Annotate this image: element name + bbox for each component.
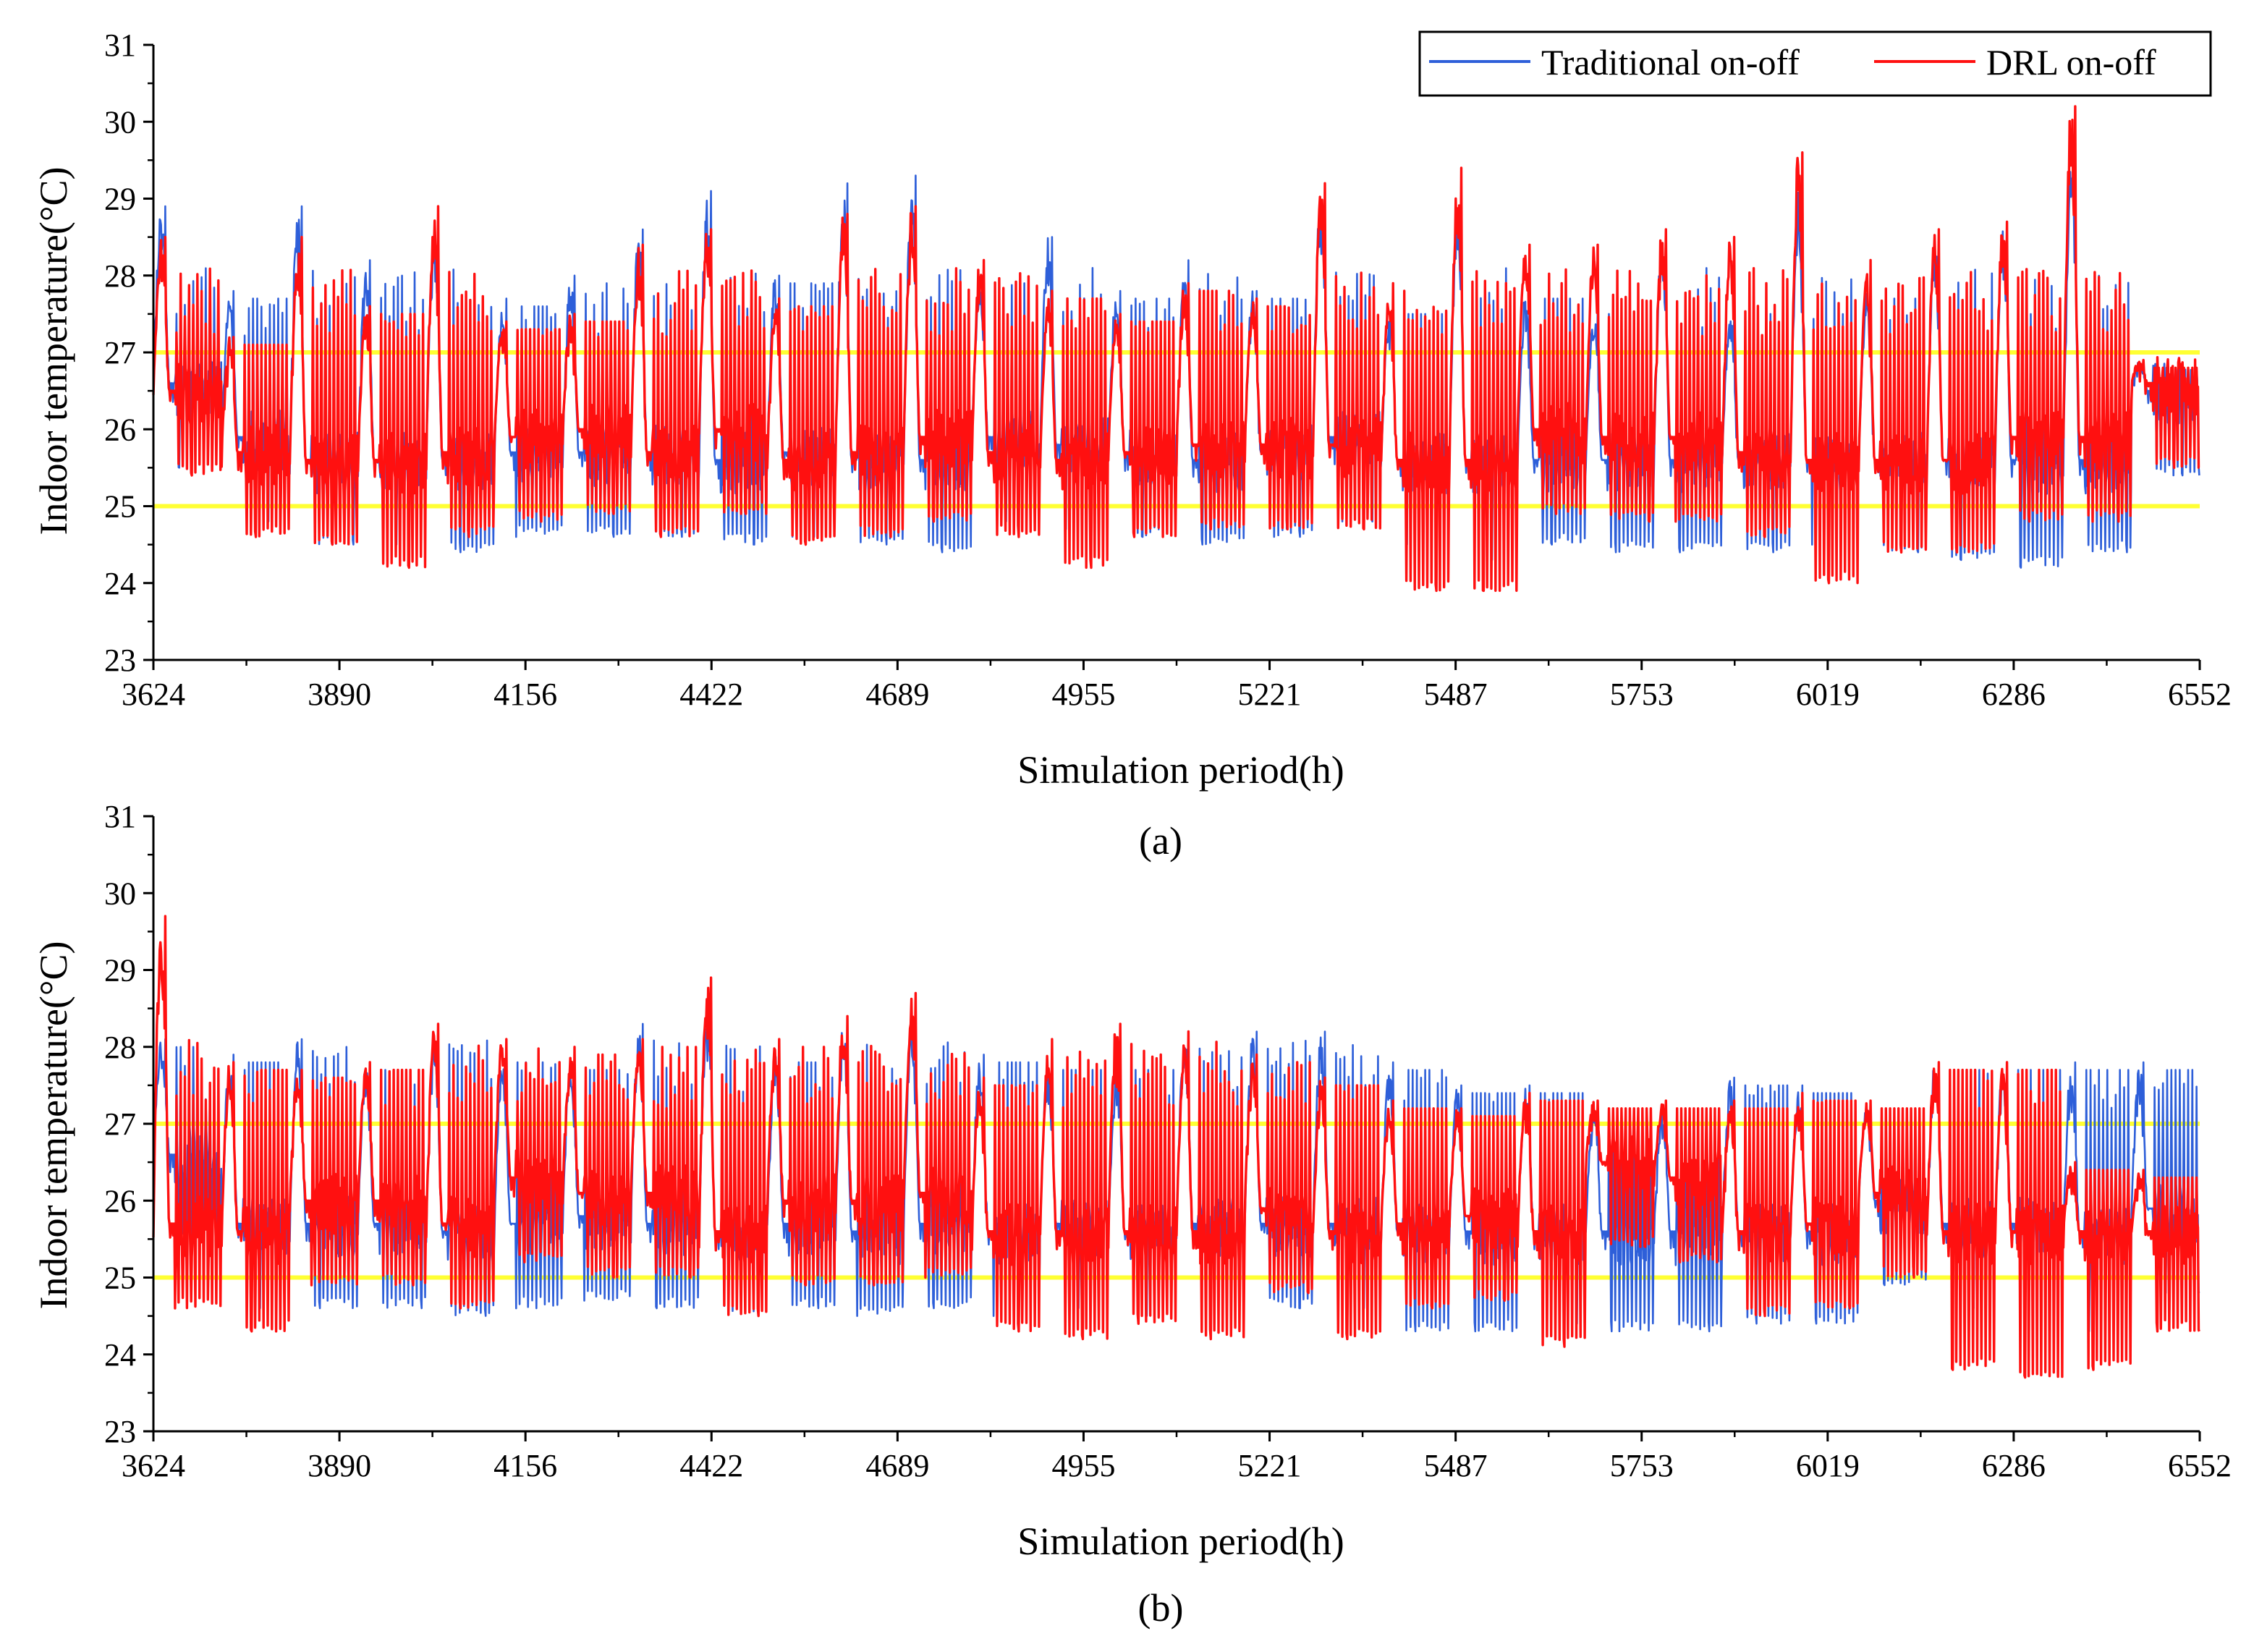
- panel-a-series-drl-on-off: [152, 105, 2200, 593]
- legend-drl-label: DRL on-off: [1986, 42, 2156, 82]
- panel-b-axes: 23 24 25 26 27 28 29 30 31 3624 3890 4156 4422 4689 49…: [104, 799, 2232, 1483]
- panel-b-y-tick-label: 23: [104, 1414, 136, 1449]
- panel-a-y-tick-label: 24: [104, 566, 136, 601]
- panel-b-x-tick-label: 5221: [1238, 1448, 1302, 1483]
- legend-box: [1418, 30, 2212, 97]
- panel-b-y-tick-label: 28: [104, 1030, 136, 1065]
- panel-a-x-tick-label: 5487: [1424, 677, 1488, 712]
- panel-a-y-axis-label: Indoor temperature(°C): [32, 167, 75, 535]
- panel-b-y-tick-label: 24: [104, 1337, 136, 1373]
- panel-b-y-tick-label: 31: [104, 799, 136, 834]
- panel-a-plot-area: [152, 105, 2200, 593]
- panel-a-x-tick-label: 4689: [865, 677, 929, 712]
- panel-b: 23 24 25 26 27 28 29 30 31 3624 3890 4156 4422 4689 49…: [32, 799, 2232, 1630]
- panel-a-y-tick-label: 28: [104, 258, 136, 294]
- panel-b-x-tick-label: 4422: [679, 1448, 743, 1483]
- panel-a-x-tick-label: 5221: [1238, 677, 1302, 712]
- panel-b-series-drl-on-off: [152, 915, 2200, 1379]
- panel-a-x-tick-label: 4156: [493, 677, 557, 712]
- panel-b-y-tick-label: 26: [104, 1183, 136, 1219]
- panel-a-x-tick-label: 4422: [679, 677, 743, 712]
- panel-a-x-tick-label: 4955: [1051, 677, 1115, 712]
- panel-b-x-tick-label: 3624: [122, 1448, 185, 1483]
- panel-b-x-tick-label: 5487: [1424, 1448, 1488, 1483]
- panel-a-y-tick-label: 29: [104, 182, 136, 217]
- panel-a-x-tick-label: 6019: [1796, 677, 1860, 712]
- panel-a-caption: (a): [1139, 819, 1182, 863]
- panel-b-caption: (b): [1138, 1586, 1184, 1630]
- panel-b-plot-area: [152, 915, 2200, 1379]
- panel-a-y-tick-label: 23: [104, 643, 136, 678]
- legend: Traditional on-off DRL on-off: [1418, 30, 2212, 97]
- panel-a-x-tick-label: 6552: [2168, 677, 2232, 712]
- panel-a-x-axis-label: Simulation period(h): [1017, 748, 1344, 792]
- panel-a-x-tick-label: 3890: [308, 677, 371, 712]
- panel-a: 23 24 25 26 27 28 29 30 31 3624 3890 4156 4422 4689 49…: [32, 27, 2232, 863]
- panel-b-x-axis-label: Simulation period(h): [1017, 1520, 1344, 1563]
- panel-b-x-tick-label: 4955: [1051, 1448, 1115, 1483]
- panel-b-y-tick-label: 25: [104, 1261, 136, 1296]
- panel-a-x-tick-label: 6286: [1982, 677, 2046, 712]
- legend-traditional-label: Traditional on-off: [1541, 42, 1800, 82]
- panel-b-x-tick-label: 4689: [865, 1448, 929, 1483]
- panel-a-y-tick-label: 31: [104, 27, 136, 63]
- panel-b-y-tick-label: 27: [104, 1106, 136, 1142]
- panel-a-y-tick-label: 25: [104, 489, 136, 525]
- panel-b-x-tick-label: 4156: [493, 1448, 557, 1483]
- panel-b-y-axis-label: Indoor temperature(°C): [32, 941, 75, 1310]
- panel-b-x-tick-label: 3890: [308, 1448, 371, 1483]
- panel-b-y-tick-label: 30: [104, 876, 136, 911]
- panel-b-x-tick-label: 6552: [2168, 1448, 2232, 1483]
- panel-a-x-tick-label: 3624: [122, 677, 185, 712]
- panel-a-y-tick-label: 30: [104, 104, 136, 140]
- panel-a-y-tick-label: 27: [104, 335, 136, 370]
- panel-b-x-tick-label: 6019: [1796, 1448, 1860, 1483]
- panel-b-x-tick-label: 5753: [1610, 1448, 1674, 1483]
- panel-b-x-tick-label: 6286: [1982, 1448, 2046, 1483]
- panel-a-axes: 23 24 25 26 27 28 29 30 31 3624 3890 4156 4422 4689 49…: [104, 27, 2232, 712]
- panel-b-y-tick-label: 29: [104, 953, 136, 988]
- panel-a-y-tick-label: 26: [104, 412, 136, 447]
- panel-a-x-tick-label: 5753: [1610, 677, 1674, 712]
